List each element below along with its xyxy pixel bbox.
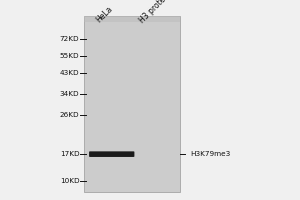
Bar xyxy=(84,16,180,192)
Text: H3K79me3: H3K79me3 xyxy=(190,151,231,157)
Text: 34KD: 34KD xyxy=(60,91,80,97)
Bar xyxy=(84,16,180,22)
Text: 26KD: 26KD xyxy=(60,112,80,118)
Text: 17KD: 17KD xyxy=(60,151,80,157)
Text: 10KD: 10KD xyxy=(60,178,80,184)
Text: 72KD: 72KD xyxy=(60,36,80,42)
FancyBboxPatch shape xyxy=(89,151,134,157)
Text: HeLa: HeLa xyxy=(94,5,114,25)
Text: 55KD: 55KD xyxy=(60,53,80,59)
Text: 43KD: 43KD xyxy=(60,70,80,76)
Text: H3 protein: H3 protein xyxy=(138,0,172,25)
